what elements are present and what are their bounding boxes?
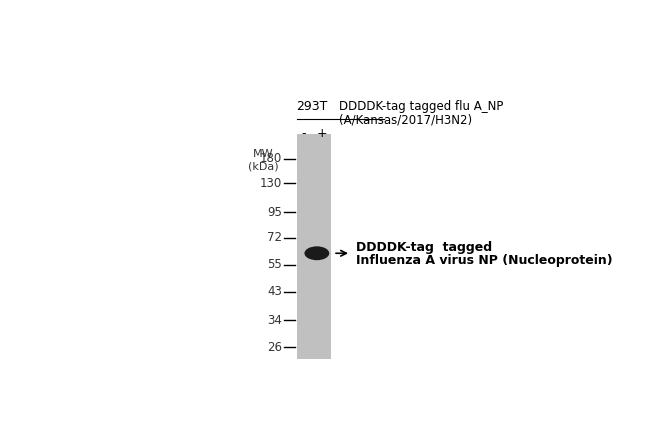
- Text: Influenza A virus NP (Nucleoprotein): Influenza A virus NP (Nucleoprotein): [356, 254, 612, 266]
- Ellipse shape: [304, 246, 330, 260]
- Text: (A/Kansas/2017/H3N2): (A/Kansas/2017/H3N2): [339, 113, 472, 126]
- Text: 43: 43: [267, 285, 282, 298]
- Text: DDDDK-tag  tagged: DDDDK-tag tagged: [356, 241, 492, 254]
- Text: 95: 95: [267, 206, 282, 219]
- Text: +: +: [316, 127, 327, 140]
- Text: MW
(kDa): MW (kDa): [248, 149, 279, 172]
- Text: 26: 26: [267, 341, 282, 354]
- Text: 293T: 293T: [296, 100, 327, 113]
- Text: 55: 55: [268, 258, 282, 271]
- Text: 72: 72: [267, 231, 282, 244]
- Text: 34: 34: [267, 314, 282, 327]
- Text: 180: 180: [260, 152, 282, 165]
- Text: DDDDK-tag tagged flu A_NP: DDDDK-tag tagged flu A_NP: [339, 100, 503, 113]
- Text: -: -: [302, 127, 306, 140]
- Text: 130: 130: [260, 177, 282, 190]
- Bar: [296, 134, 331, 359]
